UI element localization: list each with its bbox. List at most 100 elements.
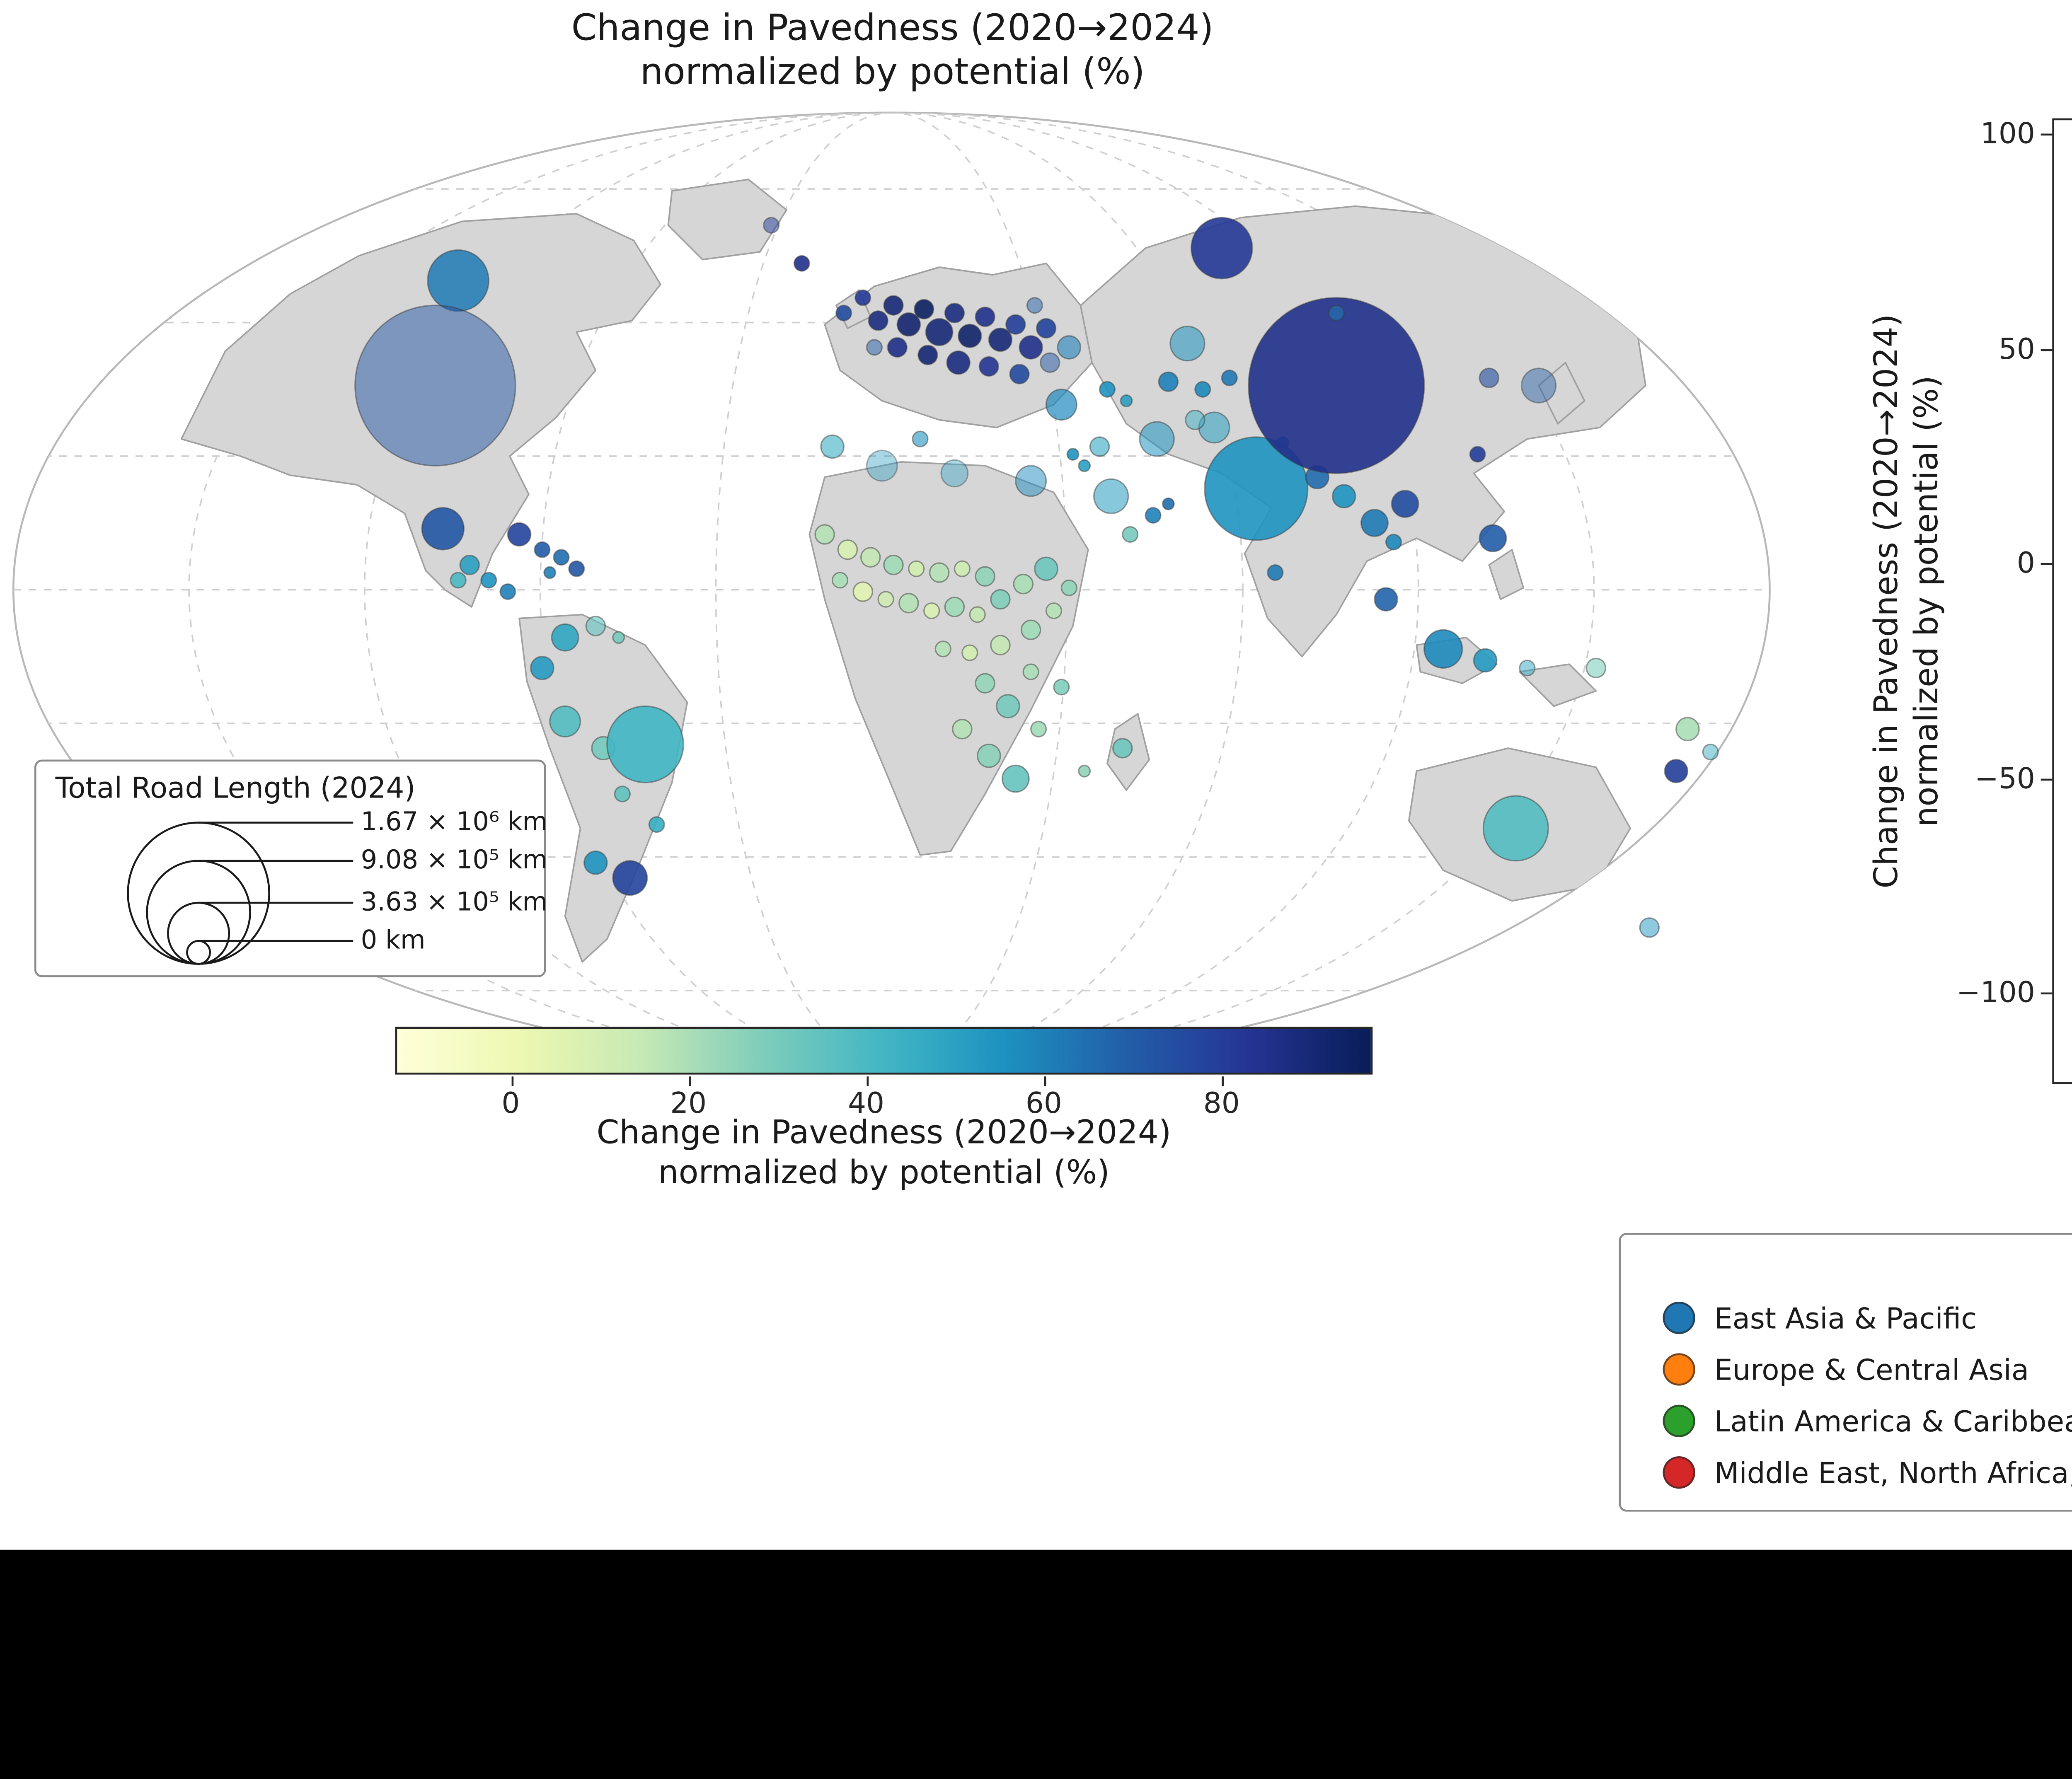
colorbar-tick-mark [1221, 1076, 1224, 1086]
map-bubble [914, 299, 934, 319]
map-bubble [1009, 364, 1030, 384]
region-legend: World Bank Region East Asia & Pacific Eur… [1619, 1233, 2072, 1512]
island-philippines [1488, 549, 1525, 600]
island-japan [1538, 362, 1585, 425]
map-bubble [990, 589, 1011, 610]
map-bubble [977, 744, 1001, 768]
map-bubble [1093, 478, 1129, 514]
map-bubble [866, 450, 898, 482]
map-bubble [1030, 720, 1047, 737]
map-bubble [814, 524, 835, 545]
colorbar-tick-label: 80 [1203, 1086, 1240, 1121]
map-bubble [763, 217, 780, 234]
map-bubble [1099, 381, 1116, 398]
map-bubble [1057, 335, 1082, 360]
island-new-guinea [1519, 663, 1597, 707]
map-bubble [1139, 421, 1175, 457]
legend-swatch [1663, 1353, 1695, 1386]
map-bubble [887, 337, 908, 358]
map-bubble [612, 631, 625, 644]
map-bubble [1158, 371, 1179, 392]
map-bubble [1521, 367, 1557, 404]
map-bubble [1479, 367, 1499, 388]
map-bubble [1248, 297, 1425, 474]
map-bubble [940, 459, 969, 488]
map-bubble [1053, 679, 1070, 696]
colorbar-tick-mark [866, 1076, 868, 1086]
y-tick-mark [2041, 348, 2053, 350]
size-legend-label-1: 1.67 × 10⁶ km [361, 807, 548, 838]
map-bubble [923, 602, 940, 619]
scatter-y-axis-label: Change in Pavedness (2020→2024) normaliz… [1868, 314, 1947, 889]
y-tick-label: −100 [1956, 975, 2035, 1010]
map-bubble [1328, 305, 1345, 321]
map-bubble [896, 312, 921, 337]
size-legend: Total Road Length (2024) 1.67 × 10⁶ km 9… [34, 759, 548, 977]
map-bubble [1089, 436, 1110, 457]
scatter-points-layer [2054, 120, 2072, 1086]
map-bubble [1385, 534, 1402, 551]
map-bubble [1078, 459, 1091, 472]
colorbar-tick-label: 60 [1025, 1086, 1062, 1121]
map-bubble [852, 581, 873, 602]
scatter-plot-area [2052, 118, 2072, 1084]
colorbar-tick-mark [511, 1076, 513, 1086]
map-bubble [912, 430, 929, 447]
map-bubble [551, 623, 579, 652]
map-bubble [944, 302, 965, 324]
map-bubble [944, 597, 965, 617]
map-bubble [1034, 556, 1058, 581]
colorbar-tick-label: 40 [848, 1086, 885, 1121]
map-bubble [1001, 764, 1030, 793]
map-bubble [427, 249, 489, 312]
map-bubble [883, 554, 904, 575]
map-bubble [1169, 326, 1205, 362]
map-bubble [1194, 381, 1211, 398]
map-bubble [1221, 370, 1238, 387]
map-bubble [1162, 497, 1175, 510]
scatter-title-line2: normalized by potential (%) vs SHDI [2052, 51, 2072, 93]
map-bubble [929, 562, 950, 583]
scatter-x-axis-label: SHDI [2052, 1130, 2072, 1168]
map-bubble-layer [354, 217, 1719, 938]
map-bubble [1112, 738, 1133, 759]
map-bubble [1021, 619, 1041, 640]
colorbar-label-line1: Change in Pavedness (2020→2024) [596, 1114, 1172, 1153]
map-bubble [996, 694, 1020, 718]
map-bubble [1519, 660, 1536, 677]
map-bubble [1040, 352, 1060, 373]
map-bubble [1060, 579, 1077, 596]
size-legend-label-4: 0 km [361, 926, 426, 957]
region-legend-col1-row-1: East Asia & Pacific [1663, 1292, 2072, 1344]
map-bubble [1374, 587, 1398, 612]
map-bubble [583, 851, 608, 875]
map-bubble [831, 572, 849, 589]
map-bubble [1045, 602, 1062, 619]
y-tick-mark [2041, 563, 2053, 565]
continent-greenland [667, 179, 787, 261]
y-tick-label: −50 [1975, 760, 2035, 795]
map-bubble [612, 860, 648, 896]
map-bubble [925, 318, 954, 346]
map-bubble [1267, 564, 1284, 581]
map-bubble [1639, 917, 1660, 938]
map-bubble [898, 593, 919, 614]
region-legend-title: World Bank Region [1621, 1246, 2072, 1281]
map-bubble [507, 522, 532, 547]
map-bubble [1664, 759, 1689, 783]
map-bubble [585, 616, 606, 636]
map-bubble [952, 719, 973, 740]
map-bubble [793, 255, 810, 272]
scatter-title-line1: Change in Pavedness (2020→2024) [2052, 7, 2072, 49]
map-title-line1: Change in Pavedness (2020→2024) [571, 7, 1214, 50]
map-bubble [969, 606, 986, 623]
colorbar-label-line2: normalized by potential (%) [658, 1155, 1110, 1193]
map-bubble [978, 356, 999, 377]
legend-swatch [1663, 1456, 1695, 1489]
legend-label: Europe & Central Asia [1714, 1352, 2029, 1387]
map-bubble [946, 350, 971, 375]
map-bubble [868, 310, 888, 331]
map-bubble [954, 560, 971, 577]
map-bubble [549, 705, 581, 737]
